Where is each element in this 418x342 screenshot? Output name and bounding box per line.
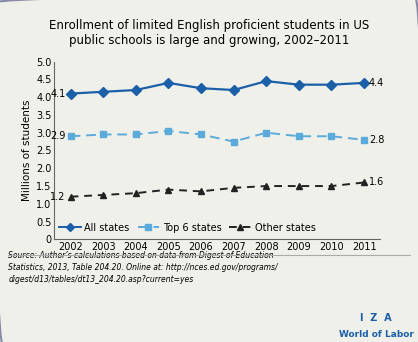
Text: I  Z  A: I Z A [360,313,392,323]
Text: 2.9: 2.9 [51,131,66,141]
Text: Enrollment of limited English proficient students in US
public schools is large : Enrollment of limited English proficient… [49,19,369,47]
Text: 4.1: 4.1 [51,89,66,98]
Text: Source: Author’s calculations based on data from Digest of Education
Statistics,: Source: Author’s calculations based on d… [8,251,278,284]
Legend: All states, Top 6 states, Other states: All states, Top 6 states, Other states [59,223,316,233]
Text: World of Labor: World of Labor [339,330,414,339]
Text: 1.6: 1.6 [369,177,384,187]
Text: 4.4: 4.4 [369,78,384,88]
Text: 1.2: 1.2 [51,192,66,202]
Y-axis label: Millions of students: Millions of students [22,100,32,201]
Text: 2.8: 2.8 [369,135,384,145]
